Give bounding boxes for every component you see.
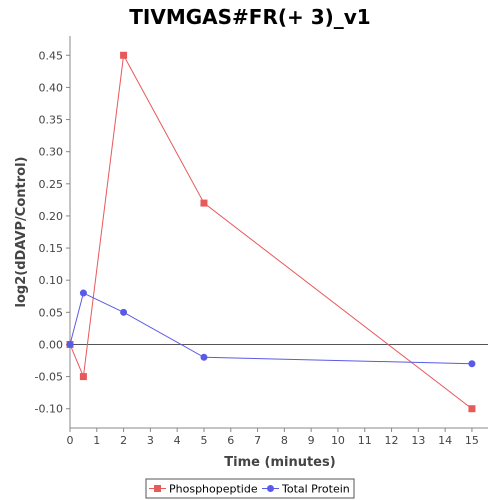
x-tick-label-13: 13 bbox=[411, 434, 425, 447]
y-tick-label-0: -0.10 bbox=[35, 403, 63, 416]
legend-label-phosphopeptide: Phosphopeptide bbox=[169, 483, 258, 496]
x-tick-label-8: 8 bbox=[281, 434, 288, 447]
plot-area: -0.10 -0.05 0.00 0.05 0.10 0.15 0.20 0.25 0.30 0.… bbox=[35, 36, 488, 447]
y-tick-label-10: 0.40 bbox=[39, 81, 64, 94]
x-tick-label-0: 0 bbox=[67, 434, 74, 447]
plot-background bbox=[70, 36, 488, 428]
x-tick-label-7: 7 bbox=[254, 434, 261, 447]
y-tick-label-7: 0.25 bbox=[39, 178, 64, 191]
y-tick-label-1: -0.05 bbox=[35, 371, 63, 384]
y-tick-label-5: 0.15 bbox=[39, 242, 64, 255]
legend-label-total-protein: Total Protein bbox=[281, 483, 350, 496]
x-tick-label-12: 12 bbox=[385, 434, 399, 447]
x-tick-label-1: 1 bbox=[93, 434, 100, 447]
data-point-phosphopeptide-3 bbox=[200, 199, 208, 207]
x-tick-label-11: 11 bbox=[358, 434, 372, 447]
x-tick-label-3: 3 bbox=[147, 434, 154, 447]
y-tick-label-6: 0.20 bbox=[39, 210, 64, 223]
x-tick-label-15: 15 bbox=[465, 434, 479, 447]
x-tick-label-5: 5 bbox=[200, 434, 207, 447]
x-axis-label: Time (minutes) bbox=[224, 455, 335, 470]
legend-item-phosphopeptide: Phosphopeptide bbox=[149, 483, 258, 496]
y-tick-label-3: 0.05 bbox=[39, 306, 64, 319]
legend-marker-phosphopeptide bbox=[154, 485, 161, 492]
y-tick-label-2: 0.00 bbox=[39, 338, 64, 351]
data-point-total-protein-3 bbox=[200, 353, 208, 361]
x-tick-label-9: 9 bbox=[308, 434, 315, 447]
data-point-phosphopeptide-1 bbox=[79, 373, 87, 381]
legend-box bbox=[145, 478, 355, 499]
data-point-total-protein-0 bbox=[66, 340, 74, 348]
legend-marker-total-protein bbox=[267, 485, 274, 492]
y-tick-label-9: 0.35 bbox=[39, 114, 64, 127]
x-tick-label-6: 6 bbox=[227, 434, 234, 447]
data-point-phosphopeptide-4 bbox=[468, 405, 476, 413]
x-tick-label-10: 10 bbox=[331, 434, 345, 447]
y-axis-label: log2(dDAVP/Control) bbox=[14, 157, 29, 308]
legend: Phosphopeptide Total Protein bbox=[145, 478, 355, 499]
y-tick-label-11: 0.45 bbox=[39, 49, 64, 62]
y-tick-label-8: 0.30 bbox=[39, 146, 64, 159]
data-point-total-protein-2 bbox=[120, 308, 128, 316]
data-point-total-protein-4 bbox=[468, 360, 476, 368]
data-point-phosphopeptide-2 bbox=[120, 51, 128, 59]
chart-title: TIVMGAS#FR(+ 3)_v1 bbox=[129, 5, 370, 29]
legend-item-total-protein: Total Protein bbox=[262, 483, 350, 496]
x-tick-label-14: 14 bbox=[438, 434, 452, 447]
x-tick-label-4: 4 bbox=[174, 434, 181, 447]
x-tick-label-2: 2 bbox=[120, 434, 127, 447]
y-tick-label-4: 0.10 bbox=[39, 274, 64, 287]
data-point-total-protein-1 bbox=[79, 289, 87, 297]
